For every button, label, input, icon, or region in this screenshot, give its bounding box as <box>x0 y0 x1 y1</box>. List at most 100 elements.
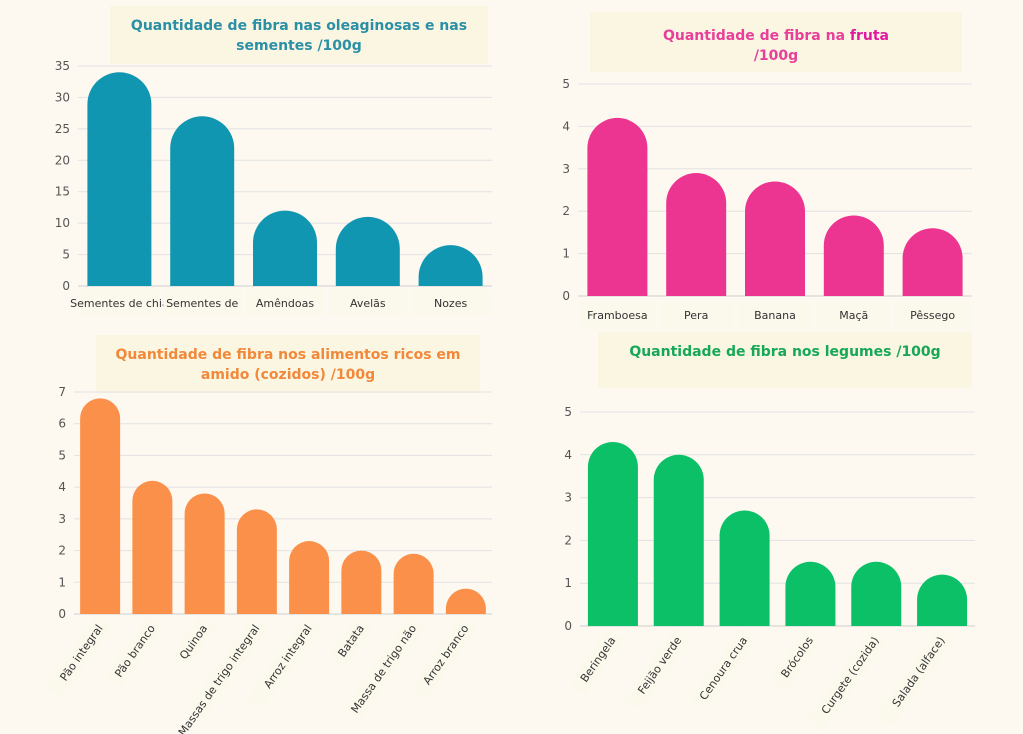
y-tick-starch-7: 7 <box>58 385 66 399</box>
bar-veg-2 <box>719 510 770 626</box>
x-label-group-veg-0: Beringela <box>569 628 624 695</box>
x-label-group-veg-1: Feijão verde <box>624 628 690 711</box>
x-label-box-veg-1 <box>624 628 690 711</box>
bar-starch-0 <box>80 398 121 614</box>
x-label-box-veg-4 <box>807 628 888 732</box>
y-tick-starch-0: 0 <box>58 607 66 621</box>
bar-fruit-3 <box>823 215 884 296</box>
bar-fruit-0 <box>587 117 648 296</box>
x-label-box-veg-5 <box>876 628 953 727</box>
x-label-group-starch-2: Quinoa <box>172 616 216 668</box>
x-label-box-veg-2 <box>690 628 756 711</box>
bar-veg-1 <box>653 454 704 626</box>
x-label-veg-4: Curgete (cozida) <box>819 634 882 716</box>
x-label-box-fruit-0 <box>580 301 655 329</box>
y-tick-nuts-1: 5 <box>62 248 70 262</box>
x-label-group-starch-0: Pão integral <box>45 616 112 699</box>
x-label-box-fruit-2 <box>738 301 812 329</box>
x-label-box-starch-7 <box>411 616 477 699</box>
x-label-group-starch-5: Batata <box>328 616 373 668</box>
y-tick-veg-4: 4 <box>564 448 572 462</box>
x-label-group-veg-3: Brócolos <box>770 628 822 690</box>
y-tick-fruit-3: 3 <box>562 162 570 176</box>
y-tick-nuts-7: 35 <box>55 59 70 73</box>
bar-starch-7 <box>445 588 486 614</box>
bar-fruit-2 <box>745 181 805 296</box>
x-label-box-starch-2 <box>172 616 216 668</box>
y-tick-fruit-2: 2 <box>562 204 570 218</box>
y-tick-veg-3: 3 <box>564 491 572 505</box>
y-tick-veg-2: 2 <box>564 533 572 547</box>
bar-starch-1 <box>132 480 173 614</box>
chart-title-fruit-part1: Quantidade de fibra na <box>662 28 850 44</box>
bar-fruit-4 <box>902 228 963 296</box>
x-label-nuts-4: Nozes <box>434 297 468 310</box>
x-label-box-starch-0 <box>45 616 112 699</box>
y-tick-fruit-1: 1 <box>562 247 570 261</box>
x-label-veg-2: Cenoura crua <box>697 634 750 702</box>
x-label-box-nuts-1 <box>163 289 242 315</box>
bar-nuts-2 <box>253 210 317 286</box>
x-label-starch-1: Pão branco <box>112 622 158 680</box>
chart-title-nuts: Quantidade de fibra nas oleaginosas e na… <box>110 6 488 64</box>
x-label-box-fruit-4 <box>895 301 970 329</box>
x-label-veg-1: Feijão verde <box>635 634 684 696</box>
x-label-box-veg-3 <box>770 628 822 690</box>
x-label-nuts-2: Amêndoas <box>256 297 314 310</box>
y-tick-starch-3: 3 <box>58 512 66 526</box>
bar-veg-3 <box>785 561 836 626</box>
x-label-veg-0: Beringela <box>578 634 619 684</box>
chart-title-veg: Quantidade de fibra nos legumes /100g <box>598 332 972 388</box>
x-label-fruit-0: Framboesa <box>587 309 647 322</box>
chart-title-starch: Quantidade de fibra nos alimentos ricos … <box>96 335 480 393</box>
x-label-fruit-3: Maçã <box>839 309 868 322</box>
y-tick-fruit-5: 5 <box>562 77 570 91</box>
bar-starch-4 <box>289 541 330 614</box>
y-tick-nuts-4: 20 <box>55 153 70 167</box>
x-label-box-starch-1 <box>105 616 164 689</box>
bar-starch-6 <box>393 553 434 614</box>
x-label-box-starch-5 <box>328 616 373 668</box>
y-tick-nuts-6: 30 <box>55 90 70 104</box>
bar-nuts-1 <box>170 116 235 286</box>
x-label-veg-5: Salada (alface) <box>890 634 948 709</box>
x-label-group-veg-5: Salada (alface) <box>876 628 953 727</box>
x-label-box-fruit-1 <box>659 301 734 329</box>
y-tick-starch-2: 2 <box>58 544 66 558</box>
y-tick-nuts-0: 0 <box>62 279 70 293</box>
bar-nuts-3 <box>335 216 400 286</box>
y-tick-veg-0: 0 <box>564 619 572 633</box>
bar-veg-4 <box>851 561 902 626</box>
bar-fruit-1 <box>666 173 727 296</box>
y-tick-veg-1: 1 <box>564 576 572 590</box>
x-label-nuts-0: Sementes de chia <box>70 297 169 310</box>
x-label-box-nuts-2 <box>246 289 324 315</box>
y-tick-fruit-0: 0 <box>562 289 570 303</box>
y-tick-starch-4: 4 <box>58 480 66 494</box>
x-label-box-nuts-4 <box>411 289 490 315</box>
x-label-fruit-4: Pêssego <box>910 309 955 322</box>
x-label-group-veg-2: Cenoura crua <box>690 628 756 711</box>
bar-starch-3 <box>236 509 277 614</box>
x-label-box-veg-0 <box>569 628 624 695</box>
bar-starch-5 <box>341 550 382 614</box>
chart-title-fruit-part2: /100g <box>753 48 799 64</box>
x-label-box-starch-6 <box>344 616 425 720</box>
x-label-starch-0: Pão integral <box>57 622 105 683</box>
x-label-box-fruit-3 <box>816 301 891 329</box>
x-label-group-veg-4: Curgete (cozida) <box>807 628 888 732</box>
y-tick-veg-5: 5 <box>564 405 572 419</box>
y-tick-starch-6: 6 <box>58 417 66 431</box>
x-label-box-nuts-0 <box>80 289 159 315</box>
y-tick-nuts-2: 10 <box>55 216 70 230</box>
x-label-starch-7: Arroz branco <box>421 622 472 687</box>
bar-veg-0 <box>587 441 638 626</box>
y-tick-starch-5: 5 <box>58 448 66 462</box>
x-label-group-starch-3: Massas de trigo integral <box>176 616 268 734</box>
x-label-starch-4: Arroz integral <box>261 622 314 691</box>
y-tick-fruit-4: 4 <box>562 119 570 133</box>
x-label-fruit-2: Banana <box>754 309 796 322</box>
x-label-group-starch-1: Pão branco <box>105 616 164 689</box>
x-label-box-starch-3 <box>187 616 268 720</box>
